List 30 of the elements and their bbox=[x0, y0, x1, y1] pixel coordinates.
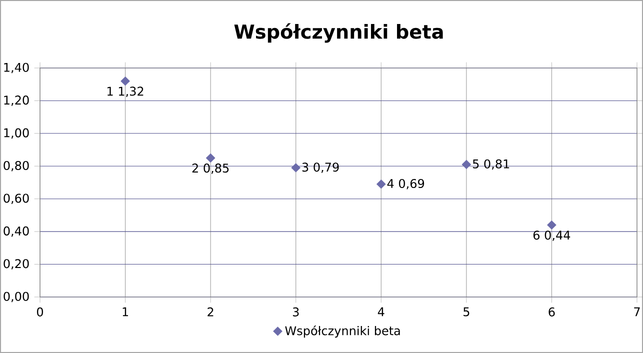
y-tick-label: 0,00 bbox=[4, 292, 29, 302]
y-tick-label: 0,20 bbox=[4, 259, 29, 270]
legend-label: Współczynniki beta bbox=[285, 325, 400, 338]
y-tick-label: 0,40 bbox=[4, 226, 29, 237]
y-tick-label: 1,00 bbox=[4, 128, 29, 139]
data-label: 2 0,85 bbox=[192, 164, 229, 174]
data-label: 4 0,69 bbox=[387, 178, 424, 190]
x-tick-label: 7 bbox=[634, 307, 640, 316]
point bbox=[462, 160, 472, 170]
point bbox=[120, 76, 130, 86]
point bbox=[547, 220, 556, 230]
data-label: 3 0,79 bbox=[302, 162, 339, 173]
data-label: 1 1,32 bbox=[108, 86, 144, 97]
x-tick-label: 6 bbox=[548, 307, 555, 316]
x-tick-label: 2 bbox=[208, 307, 214, 316]
y-tick-label: 1,20 bbox=[4, 96, 29, 106]
x-tick-label: 0 bbox=[36, 307, 44, 316]
y-tick-label: 1,40 bbox=[4, 62, 29, 74]
point bbox=[291, 163, 300, 172]
chart-title: Współczynniki beta bbox=[234, 23, 443, 43]
data-label: 6 0,44 bbox=[533, 230, 570, 241]
x-tick-label: 1 bbox=[122, 307, 128, 316]
x-tick-label: 4 bbox=[378, 307, 384, 316]
x-tick-label: 5 bbox=[464, 307, 470, 316]
y-tick-label: 0,60 bbox=[4, 194, 29, 204]
data-label: 5 0,81 bbox=[472, 159, 510, 170]
point bbox=[206, 153, 216, 162]
x-tick-label: 3 bbox=[292, 307, 299, 316]
point bbox=[376, 180, 386, 189]
y-tick-label: 0,80 bbox=[4, 160, 29, 172]
